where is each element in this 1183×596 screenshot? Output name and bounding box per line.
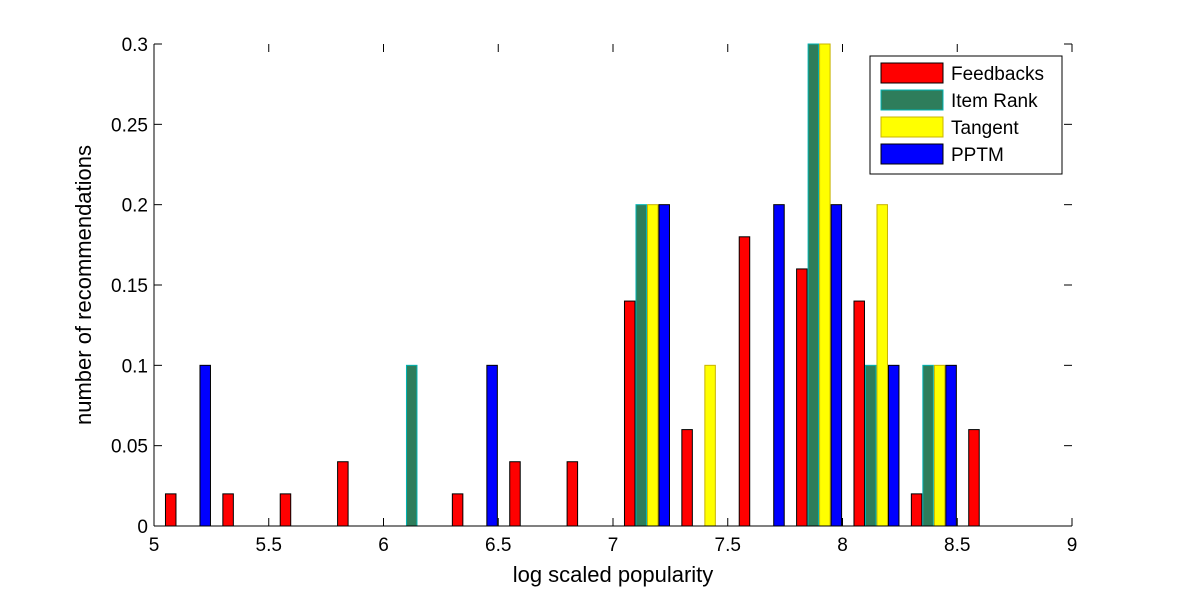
x-tick-label: 6.5 (485, 535, 511, 556)
y-tick-label: 0.25 (111, 115, 148, 136)
x-tick-label: 5 (149, 535, 160, 556)
bar-tangent-9 (704, 364, 716, 527)
legend-label: Tangent (951, 118, 1019, 139)
bar-feedbacks-0 (164, 493, 177, 527)
legend-label: PPTM (951, 145, 1004, 166)
bar-feedbacks-8 (623, 300, 636, 527)
y-tick-label: 0.15 (111, 276, 148, 297)
bar-feedbacks-9 (681, 429, 693, 527)
y-tick-label: 0.05 (111, 437, 148, 458)
y-ticks-group: 0 0.05 0.1 0.15 0.2 0.25 0.3 (111, 35, 1072, 538)
bar-pptm-11 (830, 204, 843, 527)
y-tick-label: 0.2 (122, 196, 148, 217)
legend-swatch-tangent (880, 116, 944, 138)
legend-label: Feedbacks (951, 64, 1044, 85)
x-tick-label: 7.5 (715, 535, 741, 556)
bar-feedbacks-11 (796, 268, 808, 527)
x-tick-label: 8 (837, 535, 848, 556)
bar-item-rank-11 (807, 43, 820, 527)
x-tick-label: 7 (608, 535, 619, 556)
x-axis-label: log scaled popularity (513, 562, 714, 587)
y-tick-label: 0 (137, 517, 148, 538)
y-tick-label: 0.3 (122, 35, 148, 56)
bar-tangent-13 (933, 364, 946, 527)
x-ticks-group: 5 5.5 6 6.5 7 7.5 8 8.5 9 (149, 44, 1078, 556)
x-tick-label: 5.5 (256, 535, 282, 556)
x-tick-label: 9 (1067, 535, 1078, 556)
bar-feedbacks-2 (279, 493, 292, 527)
bar-item-rank-12 (864, 364, 877, 527)
bar-item-rank-4 (405, 364, 418, 527)
bar-feedbacks-3 (337, 461, 349, 527)
legend-swatch-item-rank (880, 89, 944, 111)
bar-feedbacks-7 (566, 461, 579, 527)
bar-pptm-8 (658, 204, 670, 527)
bar-feedbacks-1 (222, 493, 234, 527)
bar-pptm-12 (887, 364, 900, 527)
bar-feedbacks-5 (451, 493, 464, 527)
legend: Feedbacks Item Rank Tangent PPTM (869, 55, 1063, 175)
legend-swatch-feedbacks (880, 62, 944, 84)
bar-tangent-8 (646, 204, 659, 527)
y-axis-label: number of recommendations (71, 145, 96, 425)
bar-item-rank-13 (922, 364, 934, 527)
bar-tangent-11 (819, 43, 831, 527)
bar-feedbacks-10 (738, 236, 751, 527)
bar-pptm-10 (773, 204, 785, 527)
legend-swatch-pptm (880, 143, 944, 165)
x-tick-label: 6 (378, 535, 389, 556)
bar-pptm-0 (199, 364, 211, 527)
bar-pptm-13 (945, 364, 957, 527)
bar-item-rank-8 (635, 204, 647, 527)
bar-pptm-5 (486, 364, 498, 527)
bar-feedbacks-12 (853, 300, 865, 527)
bar-feedbacks-6 (509, 461, 521, 527)
y-tick-label: 0.1 (122, 356, 148, 377)
bar-feedbacks-13 (910, 493, 923, 527)
bar-feedbacks-14 (968, 429, 980, 527)
bar-tangent-12 (876, 204, 888, 527)
x-tick-label: 8.5 (944, 535, 970, 556)
legend-label: Item Rank (951, 91, 1038, 112)
